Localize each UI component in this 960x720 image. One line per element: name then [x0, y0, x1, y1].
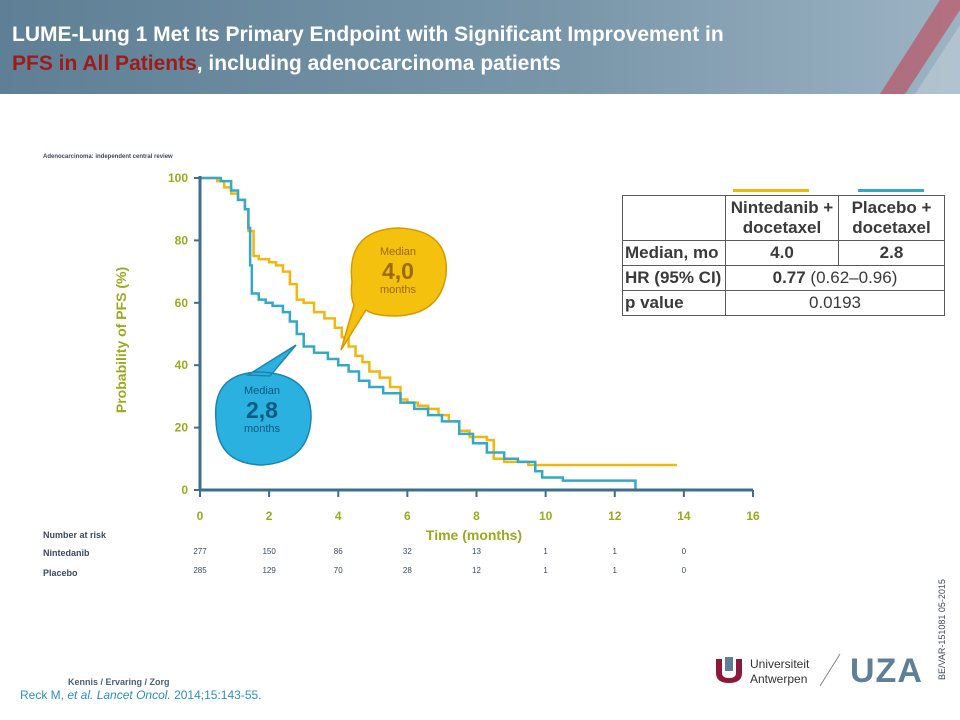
median-bubble-placebo — [214, 344, 312, 466]
hr-point: 0.77 — [772, 268, 806, 287]
univ-line1: Universiteit — [750, 657, 810, 671]
table-p-value: 0.0193 — [725, 290, 945, 316]
table-row: HR (95% CI) 0.77 (0.62–0.96) — [622, 265, 945, 291]
footer-tagline: Kennis / Ervaring / Zorg — [68, 677, 170, 687]
university-logo: Universiteit Antwerpen — [712, 655, 809, 692]
legend-placebo-line — [858, 189, 924, 192]
univ-line2: Antwerpen — [750, 672, 808, 686]
corner-decoration — [880, 0, 960, 94]
at-risk-value: 13 — [472, 547, 481, 556]
at-risk-value: 1 — [612, 547, 617, 556]
table-median-nintedanib: 4.0 — [725, 240, 839, 266]
y-tick-label: 0 — [181, 483, 188, 497]
document-code: BE/VAR-151081 05-2015 — [937, 579, 947, 680]
x-tick-label: 6 — [404, 509, 411, 523]
table-label-hr: HR (95% CI) — [622, 265, 726, 291]
at-risk-value: 277 — [193, 547, 207, 556]
slide-title: LUME-Lung 1 Met Its Primary Endpoint wit… — [12, 20, 872, 78]
y-tick-label: 40 — [175, 358, 189, 372]
at-risk-value: 0 — [681, 547, 687, 556]
table-label-median: Median, mo — [622, 240, 726, 266]
at-risk-value: 0 — [681, 566, 687, 575]
university-emblem-icon — [716, 657, 742, 683]
citation-authors: Reck M, — [20, 688, 68, 702]
median-label-placebo: Median 2,8 months — [224, 385, 300, 435]
km-curve-placebo — [200, 176, 637, 490]
table-hr-value: 0.77 (0.62–0.96) — [725, 265, 945, 291]
median-bubble-nintedanib — [340, 227, 447, 351]
y-tick-label: 100 — [168, 171, 188, 185]
median-unit-p: months — [243, 423, 281, 435]
median-value-p: 2,8 — [246, 397, 278, 423]
at-risk-value: 285 — [193, 566, 207, 575]
median-value-n: 4,0 — [382, 258, 414, 284]
median-unit-n: months — [379, 284, 417, 296]
citation-journal: Lancet Oncol. — [96, 688, 171, 702]
table-row: Nintedanib + docetaxel Placebo + docetax… — [622, 195, 945, 241]
chart-note: Adenocarcinoma: independent central revi… — [43, 154, 173, 160]
at-risk-label-placebo: Placebo — [43, 568, 78, 578]
at-risk-value: 12 — [472, 566, 481, 575]
at-risk-value: 1 — [543, 547, 548, 556]
stats-table: Nintedanib + docetaxel Placebo + docetax… — [622, 195, 945, 316]
at-risk-value: 32 — [402, 547, 412, 556]
table-median-placebo: 2.8 — [838, 240, 945, 266]
at-risk-value: 150 — [262, 547, 276, 556]
university-name: Universiteit Antwerpen — [750, 657, 809, 687]
title-part2: , including adenocarcinoma patients — [196, 52, 561, 75]
x-tick-label: 0 — [197, 509, 204, 523]
at-risk-value: 129 — [262, 566, 276, 575]
table-cell-empty — [622, 195, 726, 241]
citation: Reck M, et al. Lancet Oncol. 2014;15:143… — [20, 688, 262, 702]
x-axis-label: Time (months) — [426, 527, 522, 543]
median-word-p: Median — [243, 385, 281, 397]
at-risk-value: 86 — [333, 547, 343, 556]
uza-logo: UZA — [850, 652, 923, 690]
at-risk-label-nintedanib: Nintedanib — [43, 548, 90, 558]
at-risk-value: 1 — [612, 566, 617, 575]
at-risk-value: 1 — [543, 566, 548, 575]
x-tick-label: 14 — [677, 509, 691, 523]
y-tick-label: 80 — [175, 233, 189, 247]
x-tick-label: 12 — [608, 509, 622, 523]
x-tick-label: 4 — [335, 509, 342, 523]
title-highlight: PFS in All Patients — [12, 52, 197, 75]
at-risk-title: Number at risk — [43, 530, 107, 540]
table-label-p: p value — [622, 290, 726, 316]
legend-nintedanib-line — [733, 189, 809, 192]
citation-etal: et al. — [67, 688, 94, 702]
median-word-n: Median — [379, 246, 417, 258]
median-label-nintedanib: Median 4,0 months — [360, 246, 436, 296]
at-risk-value: 28 — [402, 566, 412, 575]
table-row: Median, mo 4.0 2.8 — [622, 240, 945, 266]
x-tick-label: 16 — [746, 509, 760, 523]
x-tick-label: 2 — [266, 509, 273, 523]
table-row: p value 0.0193 — [622, 290, 945, 316]
citation-rest: 2014;15:143-55. — [170, 688, 262, 702]
title-part1: LUME-Lung 1 Met Its Primary Endpoint wit… — [12, 23, 724, 46]
table-header-placebo: Placebo + docetaxel — [838, 195, 945, 241]
y-tick-label: 60 — [175, 296, 189, 310]
table-header-nintedanib: Nintedanib + docetaxel — [725, 195, 839, 241]
at-risk-value: 70 — [333, 566, 343, 575]
y-axis-label: Probability of PFS (%) — [113, 267, 129, 413]
x-tick-label: 10 — [539, 509, 553, 523]
x-tick-label: 8 — [473, 509, 480, 523]
hr-ci: (0.62–0.96) — [805, 268, 898, 287]
logo-divider — [819, 653, 841, 687]
y-tick-label: 20 — [175, 421, 189, 435]
title-banner: LUME-Lung 1 Met Its Primary Endpoint wit… — [0, 0, 960, 94]
